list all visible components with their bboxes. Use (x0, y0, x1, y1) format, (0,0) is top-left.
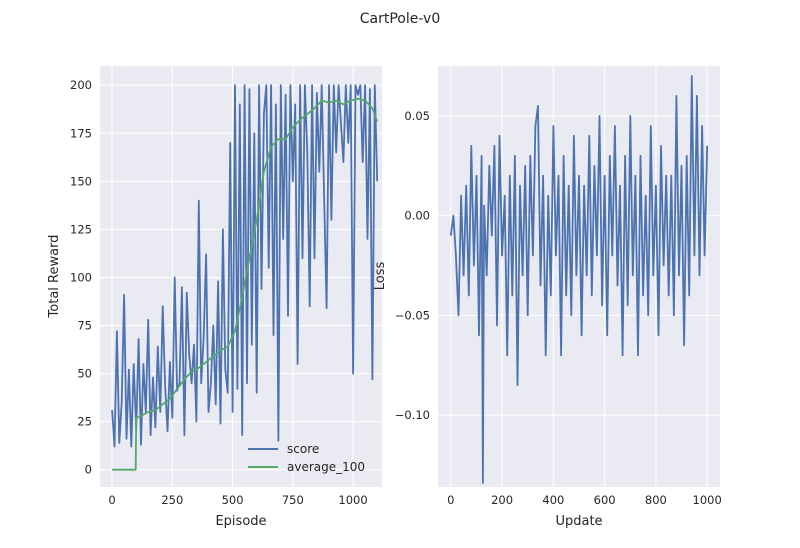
reward-series-score-line (111, 84, 379, 448)
legend: score average_100 (248, 442, 365, 474)
loss-ytick-label: 0.00 (404, 209, 430, 223)
reward-ytick-label: 150 (70, 174, 92, 188)
reward-ytick-label: 75 (77, 319, 92, 333)
loss-xtick-label: 800 (645, 493, 667, 507)
loss-ytick-label: −0.10 (395, 408, 430, 422)
reward-series-average-100-line (112, 97, 379, 471)
loss-plot-lines (449, 75, 709, 484)
loss-xtick-label: 1000 (693, 493, 722, 507)
loss-xtick-label: 600 (594, 493, 616, 507)
reward-plot-lines (111, 84, 379, 471)
reward-ytick-label: 25 (77, 415, 92, 429)
legend-score-label: score (287, 442, 319, 456)
loss-plot-ylabel: Loss (373, 262, 388, 291)
reward-ytick-label: 100 (70, 270, 92, 284)
reward-xtick-label: 250 (161, 493, 183, 507)
reward-plot-ylabel: Total Reward (47, 235, 62, 319)
loss-xtick-label: 0 (447, 493, 454, 507)
reward-ytick-label: 125 (70, 222, 92, 236)
loss-series-loss-line (449, 75, 709, 484)
reward-ytick-label: 0 (85, 463, 92, 477)
loss-plot: 0 200 400 600 800 1000 0.05 0.00 −0.05 −0.10 Upda… (373, 66, 722, 529)
legend-average-label: average_100 (287, 460, 365, 474)
reward-ytick-label: 200 (70, 78, 92, 92)
reward-plot-ticks: 0 250 500 750 1000 0 25 50 75 100 125 150 175 200 (70, 78, 368, 507)
loss-plot-ticks: 0 200 400 600 800 1000 0.05 0.00 −0.05 −0.10 (395, 109, 722, 507)
reward-xtick-label: 500 (222, 493, 244, 507)
figure-suptitle: CartPole-v0 (360, 11, 440, 27)
reward-xtick-label: 750 (282, 493, 304, 507)
reward-ytick-label: 50 (77, 367, 92, 381)
loss-ytick-label: −0.05 (395, 308, 430, 322)
reward-plot: 0 250 500 750 1000 0 25 50 75 100 125 150 175 200 Epi… (47, 66, 382, 529)
loss-ytick-label: 0.05 (404, 109, 430, 123)
loss-plot-xlabel: Update (555, 514, 602, 529)
loss-plot-grid (438, 66, 720, 487)
reward-xtick-label: 1000 (338, 493, 367, 507)
reward-xtick-label: 0 (108, 493, 115, 507)
reward-ytick-label: 175 (70, 126, 92, 140)
loss-xtick-label: 400 (542, 493, 564, 507)
loss-xtick-label: 200 (491, 493, 513, 507)
reward-plot-xlabel: Episode (215, 514, 266, 529)
